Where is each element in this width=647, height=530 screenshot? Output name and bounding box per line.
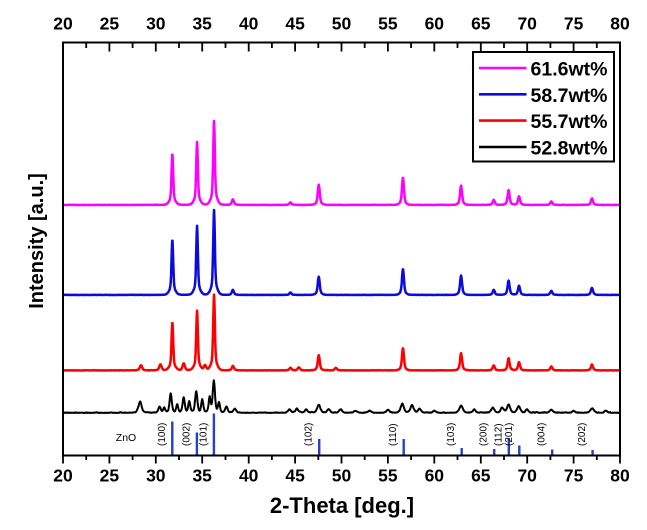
svg-text:(101): (101) (198, 423, 209, 446)
svg-text:2-Theta [deg.]: 2-Theta [deg.] (270, 493, 414, 518)
svg-text:30: 30 (146, 466, 166, 486)
svg-text:(112): (112) (493, 423, 504, 446)
svg-text:58.7wt%: 58.7wt% (531, 85, 608, 107)
svg-text:75: 75 (564, 466, 584, 486)
svg-text:25: 25 (100, 14, 120, 34)
svg-text:75: 75 (564, 14, 584, 34)
svg-text:(202): (202) (577, 423, 588, 446)
svg-text:60: 60 (425, 466, 445, 486)
svg-text:40: 40 (239, 14, 259, 34)
svg-text:30: 30 (146, 14, 166, 34)
svg-text:52.8wt%: 52.8wt% (531, 138, 608, 160)
svg-text:70: 70 (517, 466, 537, 486)
svg-text:50: 50 (332, 14, 352, 34)
svg-text:65: 65 (471, 466, 491, 486)
svg-text:25: 25 (100, 466, 120, 486)
svg-text:(004): (004) (537, 423, 548, 446)
svg-text:55: 55 (378, 14, 398, 34)
svg-text:(200): (200) (479, 423, 490, 446)
svg-text:Intensity [a.u.]: Intensity [a.u.] (26, 173, 48, 309)
svg-text:20: 20 (53, 466, 73, 486)
svg-text:70: 70 (517, 14, 537, 34)
svg-text:55.7wt%: 55.7wt% (531, 111, 608, 133)
svg-text:(110): (110) (388, 423, 399, 446)
svg-text:20: 20 (53, 14, 73, 34)
svg-text:35: 35 (192, 466, 212, 486)
svg-text:(103): (103) (446, 423, 457, 446)
svg-text:(100): (100) (157, 423, 168, 446)
svg-text:55: 55 (378, 466, 398, 486)
svg-text:50: 50 (332, 466, 352, 486)
svg-text:(002): (002) (181, 423, 192, 446)
svg-text:60: 60 (425, 14, 445, 34)
svg-text:61.6wt%: 61.6wt% (531, 59, 608, 81)
svg-text:35: 35 (192, 14, 212, 34)
svg-text:65: 65 (471, 14, 491, 34)
svg-text:45: 45 (285, 14, 305, 34)
svg-text:80: 80 (610, 14, 630, 34)
svg-text:45: 45 (285, 466, 305, 486)
svg-text:ZnO: ZnO (116, 432, 136, 444)
svg-text:(201): (201) (504, 423, 515, 446)
svg-text:(102): (102) (304, 423, 315, 446)
svg-text:40: 40 (239, 466, 259, 486)
svg-text:80: 80 (610, 466, 630, 486)
